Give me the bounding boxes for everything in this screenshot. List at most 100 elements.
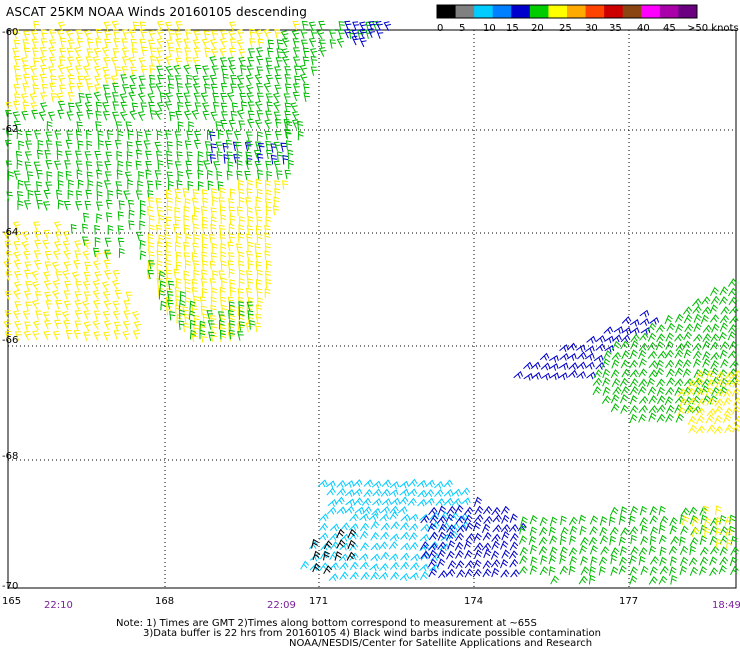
wind-barb [629, 327, 640, 335]
wind-barb [159, 280, 166, 291]
wind-barb [70, 223, 77, 234]
lon-labels: 165 168 171 174 177 [2, 596, 638, 607]
wind-barb [157, 241, 163, 252]
wind-barb [529, 565, 538, 575]
wind-barb [389, 481, 400, 490]
wind-barb [30, 102, 38, 112]
wind-barb [230, 75, 237, 85]
wind-barb [20, 57, 29, 67]
wind-barb [229, 48, 236, 58]
wind-barb [362, 506, 372, 515]
wind-barb [709, 525, 718, 535]
wind-barb [692, 342, 702, 352]
wind-barb [53, 221, 62, 231]
wind-barb [85, 161, 93, 171]
wind-barb [665, 404, 675, 414]
wind-barb [709, 535, 718, 546]
wind-barb [714, 527, 723, 538]
wind-barb [148, 65, 156, 75]
wind-barb [459, 521, 470, 530]
wind-barb [156, 224, 163, 235]
wind-barb [265, 260, 272, 270]
wind-barb [43, 189, 51, 200]
wind-barb [219, 286, 226, 297]
wind-barb [25, 281, 33, 291]
wind-barb [5, 160, 13, 170]
wind-barb [281, 48, 290, 58]
wind-barb [123, 300, 131, 310]
wind-barb [465, 532, 475, 542]
wind-barb [13, 289, 21, 300]
wind-barb [349, 513, 359, 522]
wind-barb [659, 515, 669, 525]
wind-barb [211, 65, 219, 75]
wind-barb [419, 571, 429, 580]
wind-barb [193, 92, 201, 102]
wind-barb [228, 64, 237, 75]
wind-barb [174, 161, 182, 171]
wind-barb [156, 20, 165, 31]
wind-barb [245, 287, 253, 298]
wind-barb [217, 129, 224, 140]
wind-barb [209, 38, 218, 49]
wind-barb [201, 251, 208, 262]
wind-barb [225, 130, 233, 140]
wind-barb [483, 548, 492, 559]
wind-barb [519, 555, 528, 565]
wind-barb [5, 102, 13, 112]
wind-barb [175, 196, 181, 207]
wind-barb [308, 21, 316, 32]
wind-barb [265, 278, 272, 289]
wind-barb [492, 524, 502, 533]
wind-barb [400, 542, 410, 551]
wind-barb [43, 330, 51, 341]
wind-barb [175, 241, 181, 252]
wind-barb [610, 547, 620, 557]
wind-barb [184, 278, 191, 289]
wind-barb [630, 340, 639, 350]
wind-barb [46, 171, 53, 181]
wind-barb [176, 151, 183, 161]
wind-barb [256, 110, 264, 120]
wind-barb [226, 170, 233, 181]
legend: 0 5 10 15 20 25 30 35 40 45 >50 knots [436, 4, 739, 34]
wind-barb [63, 261, 71, 271]
wind-barb [201, 287, 208, 298]
wind-barb [103, 21, 111, 32]
wind-barb [185, 57, 193, 67]
wind-barb [714, 405, 723, 415]
wind-barb [588, 565, 597, 576]
wind-barb [709, 314, 720, 323]
wind-barb [711, 376, 720, 386]
wind-barb [209, 154, 216, 164]
wind-barb [84, 151, 92, 161]
wind-barb [726, 538, 733, 549]
wind-barb [579, 544, 588, 555]
wind-barb [183, 215, 190, 225]
wind-barb [297, 130, 304, 141]
wind-barb [27, 189, 34, 200]
wind-barb [274, 130, 282, 141]
wind-barb [273, 101, 281, 112]
wind-barb [76, 169, 83, 180]
wind-barb [454, 532, 464, 542]
wind-barb [699, 565, 708, 576]
wind-barb [263, 29, 271, 39]
wind-barb [94, 224, 101, 235]
wind-barb [31, 270, 39, 281]
wind-barb [619, 377, 629, 387]
wind-barb [217, 311, 225, 321]
wind-barb [424, 489, 435, 498]
wind-barb [229, 215, 236, 225]
wind-barb [689, 537, 699, 547]
wind-barb [256, 304, 263, 315]
wind-barb [112, 269, 120, 280]
wind-barb [95, 38, 102, 48]
wind-barb [728, 323, 738, 333]
wind-barb [129, 74, 137, 85]
wind-barb [722, 397, 732, 407]
wind-barb [461, 497, 471, 506]
wind-barb [147, 180, 154, 190]
wind-barb [693, 358, 702, 368]
wind-barb [228, 206, 235, 216]
